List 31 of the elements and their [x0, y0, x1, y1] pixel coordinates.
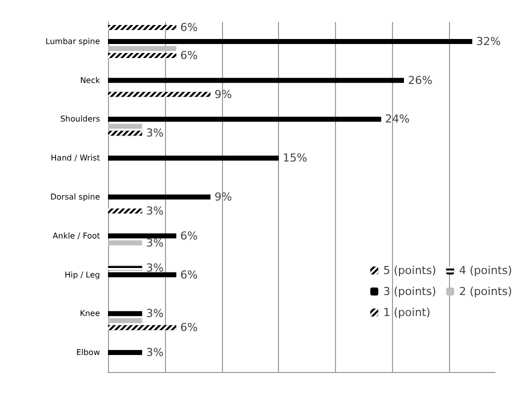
data-label: 6%: [180, 20, 198, 34]
data-label: 32%: [476, 34, 501, 48]
legend-label: 3 (points): [383, 285, 436, 298]
data-label: 3%: [146, 261, 164, 274]
data-label: 6%: [180, 48, 198, 62]
y-tick-label: Knee: [80, 309, 100, 318]
data-label: 6%: [180, 229, 198, 242]
data-label: 6%: [180, 321, 198, 334]
data-label: 3%: [146, 346, 164, 360]
y-tick-label: Hand / Wrist: [50, 154, 100, 163]
y-tick-label: Ankle / Foot: [52, 231, 100, 240]
data-label: 6%: [180, 268, 198, 282]
y-tick-label: Hip / Leg: [64, 270, 100, 280]
legend-label: 4 (points): [459, 264, 512, 277]
y-tick-label: Elbow: [76, 348, 100, 358]
data-label: 15%: [282, 152, 308, 165]
data-label: 3%: [146, 126, 164, 140]
data-label: 3%: [146, 236, 164, 250]
legend-label: 2 (points): [459, 285, 512, 298]
data-label: 9%: [214, 88, 232, 101]
data-label: 3%: [146, 204, 164, 218]
data-label: 24%: [385, 112, 410, 126]
y-tick-label: Dorsal spine: [50, 192, 100, 202]
data-label: 3%: [146, 307, 164, 320]
legend-label: 1 (point): [383, 306, 430, 319]
data-label: 26%: [408, 74, 432, 87]
legend-label: 5 (points): [383, 264, 436, 277]
y-tick-label: Lumbar spine: [46, 36, 100, 46]
y-tick-label: Shoulders: [60, 114, 100, 124]
y-tick-label: Neck: [80, 76, 100, 85]
data-label: 9%: [214, 190, 232, 204]
